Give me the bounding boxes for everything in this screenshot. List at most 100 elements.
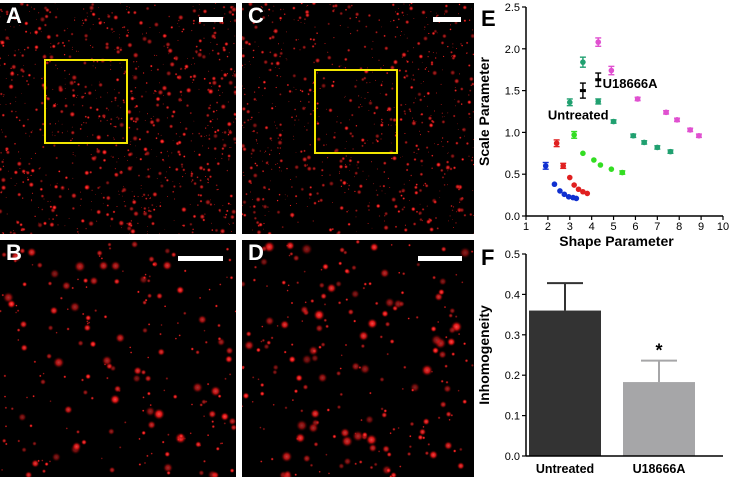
fluorescent-spot xyxy=(434,216,438,220)
fluorescent-spot xyxy=(227,28,229,30)
fluorescent-spot xyxy=(129,143,131,146)
fluorescent-spot xyxy=(140,188,142,190)
fluorescent-spot xyxy=(363,142,367,145)
fluorescent-spot xyxy=(191,178,194,182)
fluorescent-spot xyxy=(193,150,196,153)
fluorescent-spot xyxy=(164,176,167,179)
fluorescent-spot xyxy=(424,450,430,456)
fluorescent-spot xyxy=(110,155,112,157)
fluorescent-spot xyxy=(444,364,449,369)
fluorescent-spot xyxy=(390,157,393,160)
fluorescent-spot xyxy=(161,440,165,444)
fluorescent-spot xyxy=(441,69,443,71)
fluorescent-spot xyxy=(252,204,257,209)
fluorescent-spot xyxy=(138,20,144,26)
fluorescent-spot xyxy=(415,97,417,99)
fluorescent-spot xyxy=(140,184,142,186)
fluorescent-spot xyxy=(343,125,350,131)
fluorescent-spot xyxy=(55,156,59,160)
data-point xyxy=(654,144,661,151)
fluorescent-spot xyxy=(279,75,282,78)
category-label: Untreated xyxy=(536,462,594,476)
fluorescent-spot xyxy=(119,3,122,4)
fluorescent-spot xyxy=(262,228,265,230)
fluorescent-spot xyxy=(406,451,412,457)
fluorescent-spot xyxy=(76,230,80,234)
fluorescent-spot xyxy=(448,326,457,335)
fluorescent-spot xyxy=(422,425,425,429)
fluorescent-spot xyxy=(242,124,244,127)
fluorescent-spot xyxy=(0,184,7,191)
fluorescent-spot xyxy=(270,457,274,461)
fluorescent-spot xyxy=(263,86,267,90)
fluorescent-spot xyxy=(10,177,13,180)
fluorescent-spot xyxy=(243,127,245,129)
fluorescent-spot xyxy=(300,305,309,315)
fluorescent-spot xyxy=(126,148,130,152)
fluorescent-spot xyxy=(262,185,267,190)
fluorescent-spot xyxy=(414,143,419,148)
fluorescent-spot xyxy=(462,342,467,346)
fluorescent-spot xyxy=(155,136,158,140)
fluorescent-spot xyxy=(421,165,423,167)
fluorescent-spot xyxy=(339,11,344,16)
fluorescent-spot xyxy=(181,166,183,168)
fluorescent-spot xyxy=(249,191,252,193)
fluorescent-spot xyxy=(232,222,235,225)
fluorescent-spot xyxy=(257,378,260,381)
fluorescent-spot xyxy=(115,77,120,82)
fluorescent-spot xyxy=(211,424,216,429)
fluorescent-spot xyxy=(286,83,290,87)
fluorescent-spot xyxy=(290,301,294,305)
fluorescent-spot xyxy=(152,208,156,212)
fluorescent-spot xyxy=(90,155,98,162)
fluorescent-spot xyxy=(457,389,460,392)
fluorescent-spot xyxy=(120,47,122,49)
fluorescent-spot xyxy=(175,285,185,295)
fluorescent-spot xyxy=(301,45,307,50)
fluorescent-spot xyxy=(19,158,21,160)
fluorescent-spot xyxy=(345,155,348,157)
fluorescent-spot xyxy=(86,136,89,138)
fluorescent-spot xyxy=(166,470,171,476)
fluorescent-spot xyxy=(102,158,107,163)
fluorescent-spot xyxy=(48,54,55,61)
fluorescent-spot xyxy=(84,92,87,95)
fluorescent-spot xyxy=(468,76,474,82)
data-point xyxy=(584,190,591,197)
fluorescent-spot xyxy=(151,262,157,267)
fluorescent-spot xyxy=(280,170,282,172)
fluorescent-spot xyxy=(401,207,405,212)
fluorescent-spot xyxy=(346,4,352,10)
fluorescent-spot xyxy=(431,275,437,280)
fluorescent-spot xyxy=(366,204,371,208)
fluorescent-spot xyxy=(243,120,247,125)
fluorescent-spot xyxy=(38,128,43,132)
fluorescent-spot xyxy=(345,210,349,213)
fluorescent-spot xyxy=(278,170,280,172)
fluorescent-spot xyxy=(387,177,390,180)
fluorescent-spot xyxy=(71,93,77,98)
fluorescent-spot xyxy=(26,247,37,258)
fluorescent-spot xyxy=(289,178,292,181)
fluorescent-spot xyxy=(321,174,323,177)
fluorescent-spot xyxy=(179,121,182,124)
fluorescent-spot xyxy=(210,85,212,88)
fluorescent-spot xyxy=(212,110,216,114)
fluorescent-spot xyxy=(422,35,429,42)
fluorescent-spot xyxy=(174,337,178,340)
fluorescent-spot xyxy=(261,6,264,9)
y-tick-label: 0.2 xyxy=(505,370,520,382)
fluorescent-spot xyxy=(118,193,120,195)
fluorescent-spot xyxy=(250,147,256,153)
fluorescent-spot xyxy=(338,65,341,68)
fluorescent-spot xyxy=(401,387,405,391)
fluorescent-spot xyxy=(201,145,204,147)
fluorescent-spot xyxy=(467,112,471,116)
fluorescent-spot xyxy=(229,20,232,22)
y-tick-label: 2.0 xyxy=(505,44,520,56)
fluorescent-spot xyxy=(354,171,359,176)
fluorescent-spot xyxy=(419,114,422,116)
fluorescent-spot xyxy=(316,136,322,142)
fluorescent-spot xyxy=(61,131,64,134)
